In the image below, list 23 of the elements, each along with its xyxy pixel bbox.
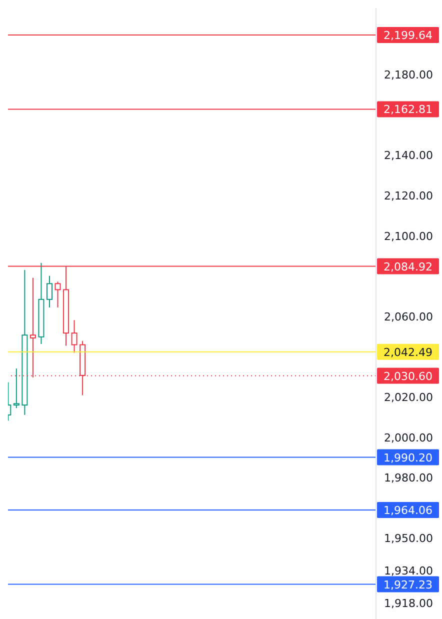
ref-line-label: 1,927.23 xyxy=(384,578,432,592)
ref-line-label: 2,084.92 xyxy=(384,260,432,274)
y-tick-label: 2,020.00 xyxy=(384,391,433,404)
y-tick-label: 1,950.00 xyxy=(384,532,433,546)
ref-line-label: 2,030.60 xyxy=(384,370,432,383)
ref-line-label: 2,199.64 xyxy=(384,28,432,42)
candlestick xyxy=(54,281,61,308)
ref-line-label: 2,042.49 xyxy=(384,346,432,359)
candlestick xyxy=(13,368,20,409)
y-tick-label: 2,100.00 xyxy=(384,230,433,243)
candlestick xyxy=(71,320,78,354)
y-tick-label: 2,180.00 xyxy=(384,68,433,82)
ref-line-label: 1,990.20 xyxy=(384,451,432,464)
ref-line-label: 2,162.81 xyxy=(384,103,432,116)
y-tick-label: 2,000.00 xyxy=(384,431,433,444)
y-tick-label: 1,980.00 xyxy=(384,472,433,485)
y-tick-label: 2,060.00 xyxy=(384,310,433,324)
y-tick-label: 2,120.00 xyxy=(384,189,433,202)
y-tick-label: 2,140.00 xyxy=(384,149,433,162)
y-tick-label: 1,934.00 xyxy=(384,564,433,578)
y-tick-label: 1,918.00 xyxy=(384,596,433,610)
ref-line-label: 1,964.06 xyxy=(384,504,432,517)
candlestick xyxy=(46,275,52,308)
